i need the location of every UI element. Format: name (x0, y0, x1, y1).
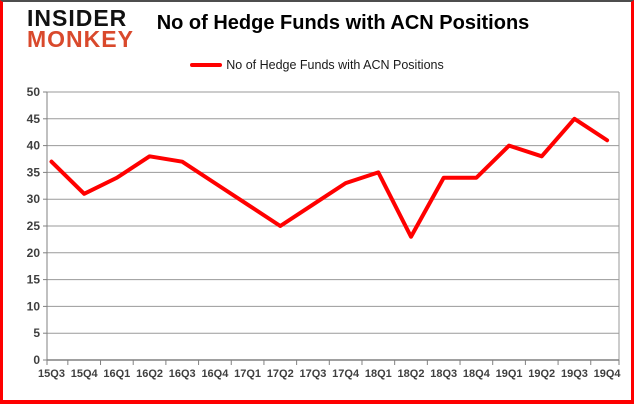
svg-text:19Q1: 19Q1 (496, 368, 523, 380)
logo-line-insider: INSIDER (27, 5, 128, 31)
svg-text:0: 0 (33, 353, 40, 367)
logo-line-monkey: MONKEY (27, 26, 134, 53)
insider-monkey-logo: INSIDER MONKEY (27, 5, 134, 53)
page-title: No of Hedge Funds with ACN Positions (156, 12, 530, 34)
svg-text:19Q4: 19Q4 (594, 368, 622, 380)
chart-legend: No of Hedge Funds with ACN Positions (3, 58, 631, 72)
svg-text:15: 15 (27, 273, 41, 287)
svg-text:18Q1: 18Q1 (365, 368, 392, 380)
svg-text:17Q4: 17Q4 (332, 368, 360, 380)
svg-text:19Q3: 19Q3 (561, 368, 588, 380)
svg-text:50: 50 (27, 85, 41, 99)
svg-text:15Q4: 15Q4 (71, 368, 99, 380)
svg-text:17Q2: 17Q2 (267, 368, 294, 380)
legend-line-swatch (190, 63, 223, 67)
svg-text:40: 40 (27, 139, 41, 153)
svg-text:10: 10 (27, 299, 41, 313)
svg-text:17Q1: 17Q1 (234, 368, 261, 380)
svg-text:15Q3: 15Q3 (38, 368, 65, 380)
svg-text:16Q2: 16Q2 (136, 368, 163, 380)
svg-text:16Q1: 16Q1 (103, 368, 130, 380)
svg-text:25: 25 (27, 219, 41, 233)
svg-text:16Q3: 16Q3 (169, 368, 196, 380)
legend-label: No of Hedge Funds with ACN Positions (226, 58, 444, 72)
svg-text:18Q3: 18Q3 (430, 368, 457, 380)
svg-text:5: 5 (33, 326, 40, 340)
svg-text:18Q2: 18Q2 (398, 368, 425, 380)
svg-text:17Q3: 17Q3 (299, 368, 326, 380)
svg-text:16Q4: 16Q4 (201, 368, 229, 380)
svg-text:19Q2: 19Q2 (528, 368, 555, 380)
svg-text:30: 30 (27, 192, 41, 206)
svg-text:20: 20 (27, 246, 41, 260)
svg-text:45: 45 (27, 112, 41, 126)
svg-text:35: 35 (27, 165, 41, 179)
svg-text:18Q4: 18Q4 (463, 368, 491, 380)
